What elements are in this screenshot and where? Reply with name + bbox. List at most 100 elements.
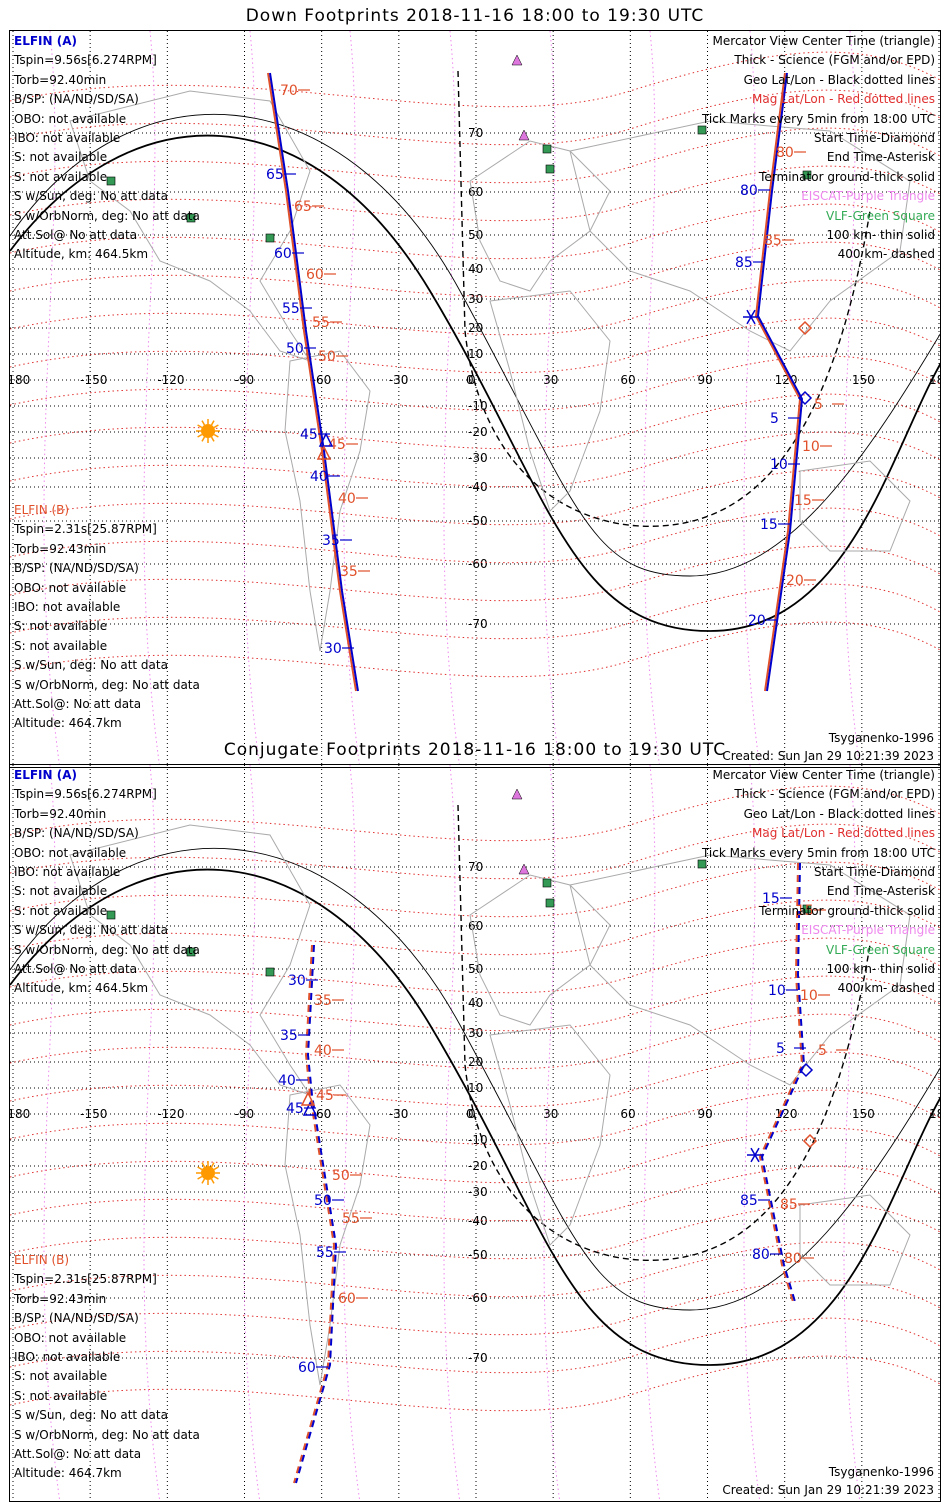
longitude-tick-label: -60	[312, 373, 332, 387]
model-label: Tsyganenko-1996	[828, 1465, 934, 1479]
vlf-square	[697, 859, 707, 869]
elfin-b-time-label: 40	[338, 491, 356, 507]
elfin-a-track	[295, 944, 338, 1484]
vlf-square	[186, 213, 196, 223]
elfin-a-time-label: 55	[282, 301, 300, 317]
start-diamond	[797, 320, 813, 336]
longitude-tick-label: 150	[852, 1107, 875, 1121]
elfin-a-info: ELFIN (A) Tspin=9.56s[6.274RPM] Torb=92.…	[14, 766, 200, 999]
elfin-b-time-label: 10	[800, 988, 818, 1004]
sun-ray	[210, 1162, 215, 1168]
sun-ray	[213, 1175, 219, 1180]
created-label: Created: Sun Jan 29 10:21:39 2023	[722, 749, 934, 763]
longitude-tick-label: 0	[466, 1107, 474, 1121]
terminator-400km-line	[457, 804, 871, 1261]
elfin-b-line: S w/OrbNorm, deg: No att data	[14, 1427, 200, 1442]
latitude-tick-label: -60	[468, 1291, 488, 1305]
eiscat-triangle	[518, 129, 530, 141]
legend-item: EISCAT-Purple Triangle	[801, 189, 935, 204]
mag-latitude-line	[10, 89, 940, 146]
start-diamond	[802, 1133, 818, 1149]
elfin-b-line: Tspin=2.31s[25.87RPM]	[14, 522, 157, 537]
elfin-a-time-label: 45	[300, 427, 318, 443]
elfin-b-line: Torb=92.43min	[14, 1291, 107, 1306]
legend-item: VLF-Green Square	[826, 942, 935, 957]
longitude-tick-label: 90	[698, 373, 713, 387]
continent-outline	[284, 1084, 371, 1386]
elfin-a-time-label: 30	[288, 973, 306, 989]
elfin-b-header: ELFIN (B)	[14, 1253, 70, 1267]
mag-latitude-line	[10, 621, 940, 678]
elfin-a-line: IBO: not available	[14, 865, 121, 880]
longitude-tick-label: -180	[10, 373, 30, 387]
vlf-square	[545, 164, 555, 174]
elfin-b-time-label: 55	[342, 1211, 360, 1227]
continent-outline	[799, 1194, 911, 1286]
elfin-b-line: IBO: not available	[14, 600, 121, 615]
elfin-b-line: S w/OrbNorm, deg: No att data	[14, 677, 200, 692]
elfin-a-line: S: not available	[14, 884, 108, 899]
map-canvas-conjugate: -180-150-120-90-60-300306090120150180706…	[10, 765, 940, 1501]
elfin-b-track	[267, 72, 357, 692]
mag-latitude-line	[10, 1279, 940, 1336]
legend-item: EISCAT-Purple Triangle	[801, 923, 935, 938]
latitude-tick-label: 0	[468, 373, 476, 387]
legend-item: 100 km- thin solid	[826, 962, 935, 977]
latitude-tick-label: -20	[468, 425, 488, 439]
latitude-tick-label: 20	[468, 321, 483, 335]
elfin-a-line: Tspin=9.56s[6.274RPM]	[14, 53, 157, 68]
elfin-a-line: S w/Sun, deg: No att data	[14, 189, 168, 204]
latitude-tick-label: 60	[468, 185, 483, 199]
mag-longitude-line	[643, 31, 661, 767]
vlf-square	[265, 967, 275, 977]
elfin-b-time-label: 60	[306, 267, 324, 283]
sun-ray	[210, 1178, 215, 1184]
sun-icon	[201, 1166, 215, 1180]
elfin-b-info: ELFIN (B) Tspin=2.31s[25.87RPM] Torb=92.…	[14, 501, 200, 734]
elfin-a-time-label: 10	[770, 457, 788, 473]
latitude-tick-label: 70	[468, 126, 483, 140]
elfin-b-line: S: not available	[14, 638, 108, 653]
mag-latitude-line	[10, 1089, 940, 1146]
latitude-tick-label: -70	[468, 1351, 488, 1365]
elfin-b-time-label: 5	[814, 397, 823, 413]
longitude-tick-label: -90	[235, 373, 255, 387]
legend-item: Thick - Science (FGM and/or EPD)	[734, 53, 935, 68]
elfin-a-time-label: 50	[314, 1193, 332, 1209]
elfin-a-time-label: 35	[280, 1028, 298, 1044]
sun-ray	[201, 436, 206, 442]
legend: Mercator View Center Time (triangle) Thi…	[702, 766, 935, 999]
mag-latitude-line	[10, 1051, 940, 1108]
mag-longitude-line	[243, 765, 261, 1501]
mag-longitude-line	[143, 31, 161, 767]
legend-item: 400 km- dashed	[837, 247, 935, 262]
mag-longitude-line	[443, 31, 461, 767]
sun-ray	[201, 1162, 206, 1168]
vlf-square	[697, 125, 707, 135]
elfin-b-track	[293, 944, 336, 1484]
elfin-a-track	[269, 72, 359, 692]
map-panel-down: -180-150-120-90-60-300306090120150180706…	[9, 30, 941, 768]
mag-latitude-line	[10, 1355, 940, 1412]
vlf-square	[106, 176, 116, 186]
continent-outline	[284, 350, 371, 652]
elfin-b-line: Altitude: 464.7km	[14, 716, 122, 731]
mag-latitude-line	[10, 393, 940, 450]
elfin-a-info: ELFIN (A) Tspin=9.56s[6.274RPM] Torb=92.…	[14, 32, 200, 265]
elfin-a-line: S w/Sun, deg: No att data	[14, 923, 168, 938]
mag-longitude-line	[543, 31, 561, 767]
elfin-a-header: ELFIN (A)	[14, 34, 77, 48]
vlf-square	[186, 947, 196, 957]
sun-ray	[201, 420, 206, 426]
legend-item: Tick Marks every 5min from 18:00 UTC	[701, 845, 935, 860]
elfin-a-time-label: 60	[298, 1360, 316, 1376]
created-label: Created: Sun Jan 29 10:21:39 2023	[722, 1483, 934, 1497]
elfin-b-line: S: not available	[14, 1369, 108, 1384]
elfin-b-time-label: 60	[338, 1291, 356, 1307]
mag-latitude-line	[10, 823, 940, 880]
elfin-b-line: B/SP: (NA/ND/SD/SA)	[14, 1311, 139, 1326]
elfin-b-time-label: 35	[314, 993, 332, 1009]
continent-outline	[569, 854, 911, 1086]
elfin-b-time-label: 45	[328, 437, 346, 453]
elfin-a-time-label: 15	[760, 517, 778, 533]
